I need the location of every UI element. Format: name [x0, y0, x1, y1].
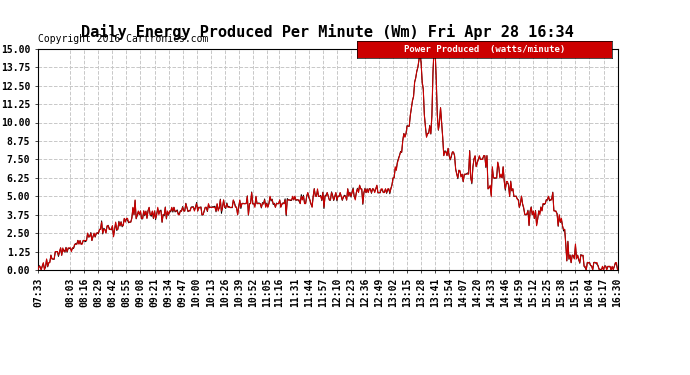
- Text: Copyright 2016 Cartronics.com: Copyright 2016 Cartronics.com: [38, 34, 208, 44]
- Title: Daily Energy Produced Per Minute (Wm) Fri Apr 28 16:34: Daily Energy Produced Per Minute (Wm) Fr…: [81, 24, 574, 40]
